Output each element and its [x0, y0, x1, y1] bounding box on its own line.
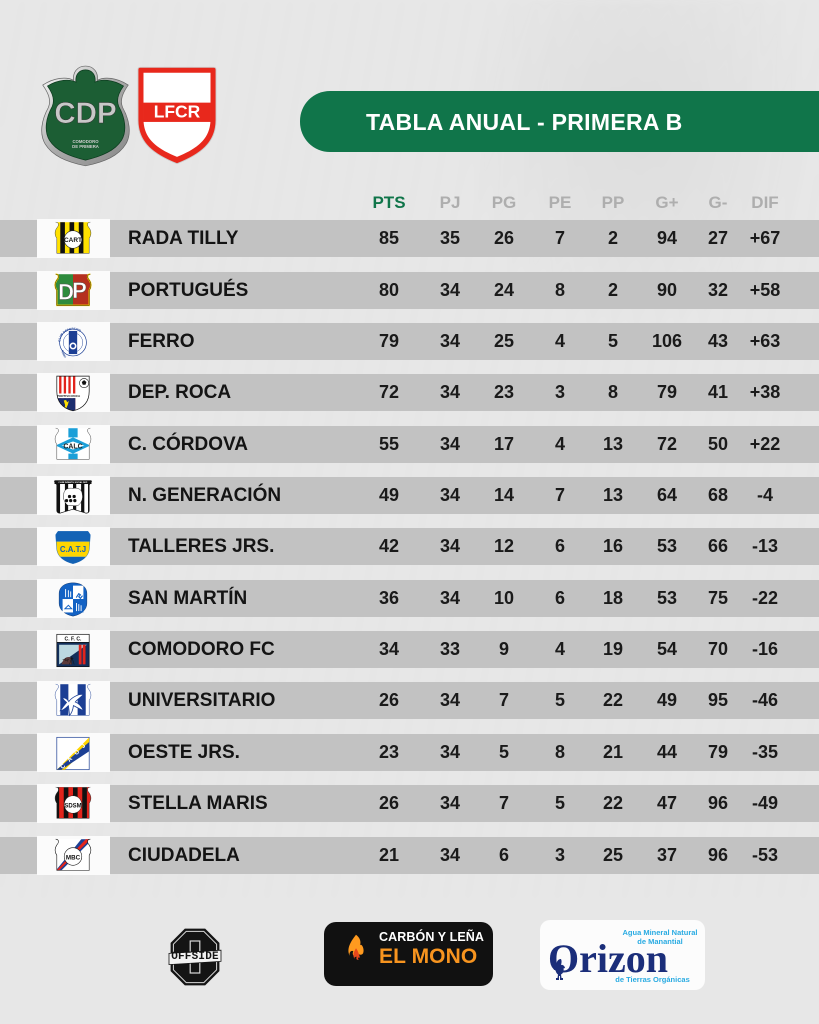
svg-text:MBC: MBC — [66, 854, 81, 861]
svg-text:SDSM: SDSM — [64, 803, 81, 809]
svg-text:CDP: CDP — [54, 97, 116, 130]
svg-text:CALC: CALC — [63, 443, 82, 450]
svg-text:LFCR: LFCR — [154, 101, 201, 121]
svg-text:P: P — [72, 278, 87, 303]
svg-text:DE PRIMERA: DE PRIMERA — [72, 144, 99, 149]
svg-text:CART: CART — [64, 237, 82, 244]
svg-text:C.A.T.J: C.A.T.J — [60, 546, 86, 555]
svg-text:C. F. C.: C. F. C. — [65, 636, 83, 642]
svg-text:D: D — [58, 279, 74, 304]
svg-text:COMODORO: COMODORO — [72, 139, 99, 144]
